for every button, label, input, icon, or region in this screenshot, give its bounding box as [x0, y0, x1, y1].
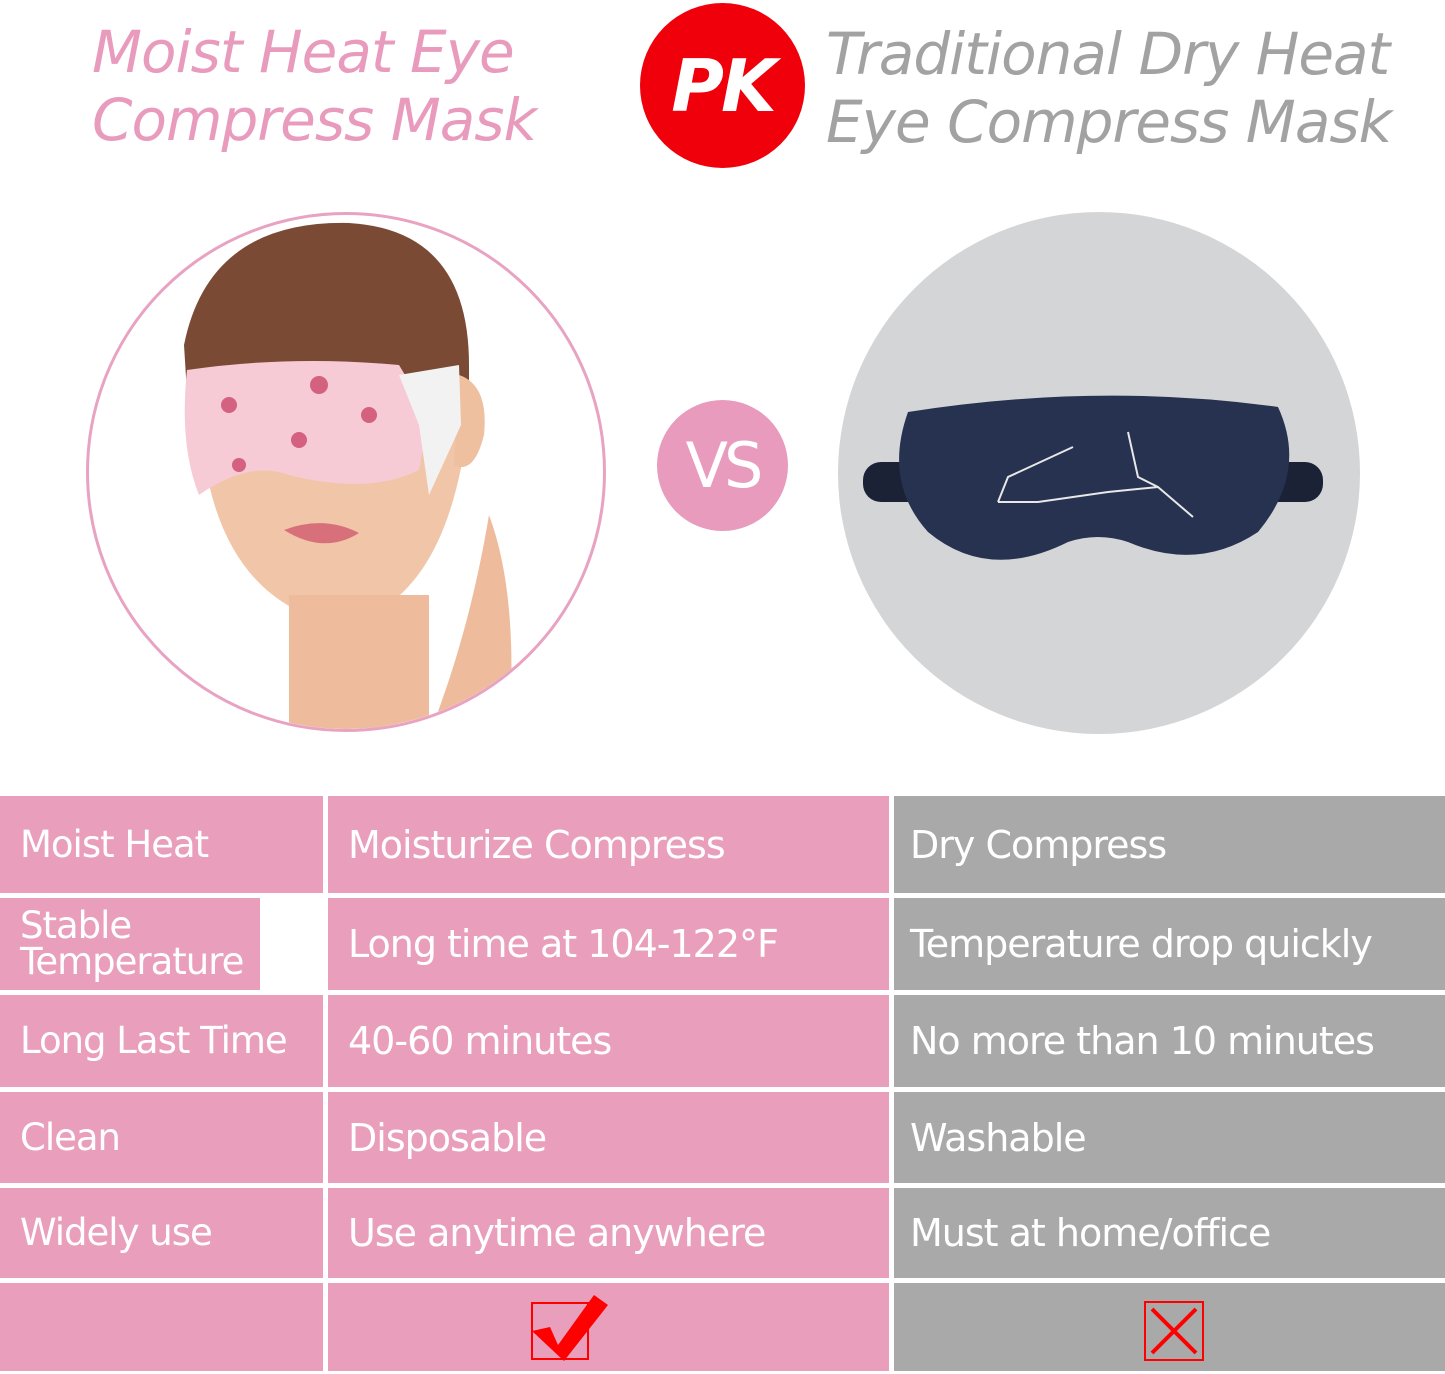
moist-mask-title: Moist Heat Eye Compress Mask [92, 18, 537, 154]
vs-badge: VS [657, 400, 788, 531]
table-cell-dry: Dry Compress [894, 796, 1445, 893]
table-cell-feature: Long Last Time [0, 995, 323, 1087]
verdict-dry [894, 1283, 1445, 1371]
woman-wearing-mask-image [86, 212, 606, 732]
table-cell-dry: No more than 10 minutes [894, 995, 1445, 1087]
table-cell-feature: Clean [0, 1092, 323, 1183]
table-cell-moist: Use anytime anywhere [328, 1188, 889, 1278]
table-cell-dry: Must at home/office [894, 1188, 1445, 1278]
table-cell-dry: Temperature drop quickly [894, 898, 1445, 990]
title-line: Traditional Dry Heat [826, 20, 1390, 88]
table-cell-moist: Long time at 104-122°F [328, 898, 889, 990]
verdict-blank [0, 1283, 323, 1371]
x-mark-icon [1144, 1301, 1204, 1361]
table-cell-dry: Washable [894, 1092, 1445, 1183]
table-cell-moist: 40-60 minutes [328, 995, 889, 1087]
table-cell-feature: Moist Heat [0, 796, 323, 893]
title-line: Moist Heat Eye [92, 18, 515, 86]
pk-badge: PK [640, 3, 805, 168]
table-cell-feature: Stable Temperature [0, 898, 260, 990]
table-cell-moist: Disposable [328, 1092, 889, 1183]
table-cell-feature: Widely use [0, 1188, 323, 1278]
title-line: Eye Compress Mask [826, 88, 1392, 156]
verdict-moist [328, 1283, 889, 1371]
title-line: Compress Mask [92, 86, 537, 154]
table-cell-moist: Moisturize Compress [328, 796, 889, 893]
silk-sleep-mask-image [838, 212, 1360, 734]
checkmark-icon [531, 1295, 608, 1361]
dry-mask-title: Traditional Dry Heat Eye Compress Mask [826, 20, 1392, 156]
